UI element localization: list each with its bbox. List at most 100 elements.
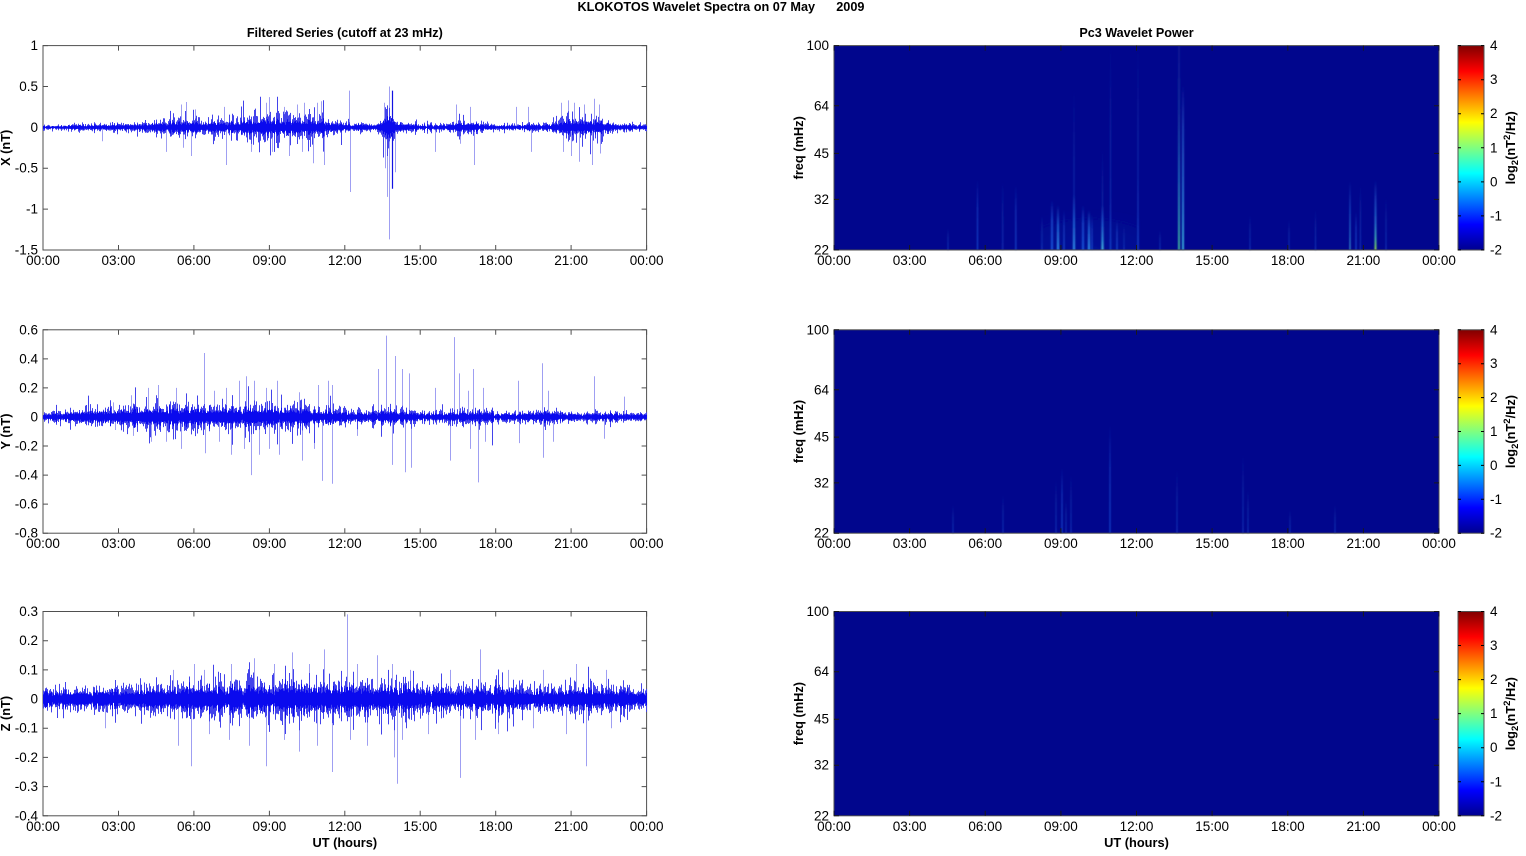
svg-text:KLOKOTOS Wavelet Spectra on 07: KLOKOTOS Wavelet Spectra on 07 May 2009 bbox=[578, 0, 865, 14]
svg-text:32: 32 bbox=[814, 192, 829, 207]
svg-text:0: 0 bbox=[30, 120, 38, 135]
svg-text:Z (nT): Z (nT) bbox=[0, 696, 13, 732]
svg-text:22: 22 bbox=[814, 526, 829, 541]
svg-text:0: 0 bbox=[1490, 174, 1498, 189]
svg-text:3: 3 bbox=[1490, 638, 1498, 653]
svg-text:0.1: 0.1 bbox=[19, 662, 38, 677]
svg-text:-1: -1 bbox=[1490, 208, 1502, 223]
svg-text:00:00: 00:00 bbox=[1422, 819, 1456, 834]
svg-text:06:00: 06:00 bbox=[177, 536, 211, 551]
svg-text:03:00: 03:00 bbox=[893, 536, 927, 551]
svg-text:00:00: 00:00 bbox=[817, 253, 851, 268]
svg-text:03:00: 03:00 bbox=[893, 253, 927, 268]
svg-text:freq (mHz): freq (mHz) bbox=[791, 116, 806, 179]
svg-text:log2(nT2/Hz): log2(nT2/Hz) bbox=[1502, 111, 1521, 184]
svg-text:00:00: 00:00 bbox=[817, 536, 851, 551]
svg-text:4: 4 bbox=[1490, 604, 1498, 619]
svg-text:1: 1 bbox=[1490, 140, 1498, 155]
svg-text:-2: -2 bbox=[1490, 243, 1502, 258]
svg-text:freq (mHz): freq (mHz) bbox=[791, 400, 806, 463]
svg-text:18:00: 18:00 bbox=[479, 819, 513, 834]
svg-text:-1: -1 bbox=[1490, 492, 1502, 507]
svg-text:21:00: 21:00 bbox=[1346, 253, 1380, 268]
svg-text:12:00: 12:00 bbox=[328, 536, 362, 551]
svg-text:45: 45 bbox=[814, 712, 829, 727]
svg-text:log2(nT2/Hz): log2(nT2/Hz) bbox=[1502, 395, 1521, 468]
svg-text:03:00: 03:00 bbox=[102, 536, 136, 551]
svg-text:18:00: 18:00 bbox=[479, 536, 513, 551]
svg-text:21:00: 21:00 bbox=[1346, 536, 1380, 551]
svg-text:12:00: 12:00 bbox=[328, 819, 362, 834]
svg-text:32: 32 bbox=[814, 758, 829, 773]
svg-text:18:00: 18:00 bbox=[1271, 819, 1305, 834]
svg-text:45: 45 bbox=[814, 430, 829, 445]
svg-text:00:00: 00:00 bbox=[26, 536, 60, 551]
svg-text:21:00: 21:00 bbox=[554, 253, 588, 268]
svg-text:3: 3 bbox=[1490, 356, 1498, 371]
svg-text:12:00: 12:00 bbox=[1120, 819, 1154, 834]
svg-text:12:00: 12:00 bbox=[1120, 536, 1154, 551]
svg-text:15:00: 15:00 bbox=[403, 819, 437, 834]
svg-text:00:00: 00:00 bbox=[1422, 253, 1456, 268]
svg-text:-1.5: -1.5 bbox=[15, 243, 38, 258]
svg-text:15:00: 15:00 bbox=[1195, 536, 1229, 551]
svg-text:32: 32 bbox=[814, 475, 829, 490]
svg-text:Y (nT): Y (nT) bbox=[0, 413, 13, 449]
svg-text:3: 3 bbox=[1490, 72, 1498, 87]
svg-text:09:00: 09:00 bbox=[252, 536, 286, 551]
svg-text:06:00: 06:00 bbox=[968, 819, 1002, 834]
svg-text:2: 2 bbox=[1490, 106, 1498, 121]
svg-text:06:00: 06:00 bbox=[177, 819, 211, 834]
svg-text:0: 0 bbox=[30, 692, 38, 707]
svg-text:100: 100 bbox=[806, 38, 829, 53]
svg-text:log2(nT2/Hz): log2(nT2/Hz) bbox=[1502, 677, 1521, 750]
svg-text:-0.4: -0.4 bbox=[15, 808, 39, 823]
svg-text:-2: -2 bbox=[1490, 808, 1502, 823]
svg-text:15:00: 15:00 bbox=[403, 253, 437, 268]
svg-text:-2: -2 bbox=[1490, 526, 1502, 541]
svg-text:-1: -1 bbox=[26, 202, 38, 217]
svg-text:00:00: 00:00 bbox=[1422, 536, 1456, 551]
svg-text:21:00: 21:00 bbox=[1346, 819, 1380, 834]
svg-text:0.2: 0.2 bbox=[19, 380, 38, 395]
svg-text:-0.1: -0.1 bbox=[15, 721, 38, 736]
svg-text:-0.6: -0.6 bbox=[15, 497, 38, 512]
svg-text:-0.3: -0.3 bbox=[15, 779, 38, 794]
svg-text:09:00: 09:00 bbox=[1044, 536, 1078, 551]
svg-text:4: 4 bbox=[1490, 322, 1498, 337]
svg-text:0.4: 0.4 bbox=[19, 351, 38, 366]
svg-text:12:00: 12:00 bbox=[1120, 253, 1154, 268]
svg-text:15:00: 15:00 bbox=[1195, 253, 1229, 268]
svg-text:0.2: 0.2 bbox=[19, 633, 38, 648]
svg-text:64: 64 bbox=[814, 382, 830, 397]
svg-text:18:00: 18:00 bbox=[1271, 536, 1305, 551]
svg-text:-0.8: -0.8 bbox=[15, 526, 38, 541]
svg-text:22: 22 bbox=[814, 808, 829, 823]
svg-text:06:00: 06:00 bbox=[968, 536, 1002, 551]
svg-text:-0.5: -0.5 bbox=[15, 161, 38, 176]
svg-text:18:00: 18:00 bbox=[479, 253, 513, 268]
svg-text:21:00: 21:00 bbox=[554, 536, 588, 551]
svg-text:15:00: 15:00 bbox=[1195, 819, 1229, 834]
svg-text:03:00: 03:00 bbox=[893, 819, 927, 834]
svg-text:Pc3 Wavelet Power: Pc3 Wavelet Power bbox=[1079, 26, 1193, 40]
svg-text:0: 0 bbox=[1490, 458, 1498, 473]
svg-text:-0.2: -0.2 bbox=[15, 439, 38, 454]
svg-text:0: 0 bbox=[1490, 740, 1498, 755]
svg-text:-0.4: -0.4 bbox=[15, 468, 39, 483]
svg-text:UT (hours): UT (hours) bbox=[1104, 835, 1169, 850]
svg-text:12:00: 12:00 bbox=[328, 253, 362, 268]
svg-text:-0.2: -0.2 bbox=[15, 750, 38, 765]
svg-text:freq (mHz): freq (mHz) bbox=[791, 682, 806, 745]
svg-text:2: 2 bbox=[1490, 390, 1498, 405]
svg-text:64: 64 bbox=[814, 664, 830, 679]
svg-text:0.5: 0.5 bbox=[19, 79, 38, 94]
svg-text:00:00: 00:00 bbox=[817, 819, 851, 834]
svg-text:09:00: 09:00 bbox=[1044, 819, 1078, 834]
svg-text:1: 1 bbox=[30, 38, 38, 53]
svg-text:00:00: 00:00 bbox=[630, 253, 664, 268]
svg-text:100: 100 bbox=[806, 322, 829, 337]
svg-text:45: 45 bbox=[814, 146, 829, 161]
svg-text:-1: -1 bbox=[1490, 774, 1502, 789]
svg-text:00:00: 00:00 bbox=[26, 253, 60, 268]
